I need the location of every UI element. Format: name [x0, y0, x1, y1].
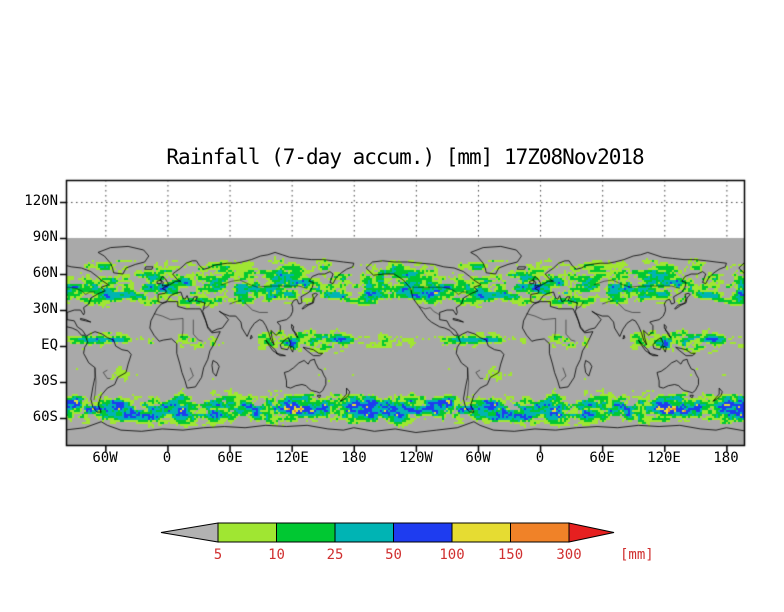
colorbar-segment: [334, 522, 394, 543]
lon-tick-label: 0: [535, 450, 545, 466]
lon-tick-label: 120E: [647, 450, 681, 466]
colorbar-segment: [217, 522, 277, 543]
colorbar-segment: [510, 522, 570, 543]
colorbar-svg: 5 10 25 50 100 150 300 [mm]: [160, 522, 654, 563]
lon-tick-label: 60W: [465, 450, 491, 466]
lon-tick-label: 180: [341, 450, 367, 466]
colorbar-segment: [276, 522, 336, 543]
colorbar-above-arrow: [568, 522, 615, 543]
lon-tick-label: 180: [713, 450, 739, 466]
lat-tick-label: 60S: [32, 409, 58, 425]
colorbar-tick-label: 25: [327, 547, 344, 563]
lat-tick-label: 120N: [24, 193, 58, 209]
colorbar-tick-label: 10: [268, 547, 285, 563]
lon-tick-label: 60E: [217, 450, 243, 466]
lon-tick-label: 120W: [399, 450, 433, 466]
lat-tick-label: 30N: [32, 301, 58, 317]
lat-tick-label: 30S: [32, 373, 58, 389]
figure-title: Rainfall (7-day accum.) [mm] 17Z08Nov201…: [166, 145, 644, 169]
colorbar-tick-label: 100: [439, 547, 464, 563]
colorbar-tick-label: 5: [214, 547, 222, 563]
lon-tick-label: 60W: [92, 450, 118, 466]
colorbar: 5 10 25 50 100 150 300 [mm]: [150, 518, 670, 566]
colorbar-tick-label: 50: [385, 547, 402, 563]
lon-tick-label: 60E: [589, 450, 615, 466]
colorbar-tick-label: 300: [556, 547, 581, 563]
lon-tick-label: 120E: [275, 450, 309, 466]
lat-tick-label: EQ: [41, 337, 58, 353]
lat-tick-label: 60N: [32, 265, 58, 281]
lon-tick-label: 0: [162, 450, 172, 466]
lat-tick-label: 90N: [32, 229, 58, 245]
colorbar-units-label: [mm]: [620, 547, 654, 563]
colorbar-below-arrow: [160, 522, 219, 543]
colorbar-segment: [451, 522, 511, 543]
colorbar-segment: [393, 522, 453, 543]
colorbar-tick-label: 150: [498, 547, 523, 563]
